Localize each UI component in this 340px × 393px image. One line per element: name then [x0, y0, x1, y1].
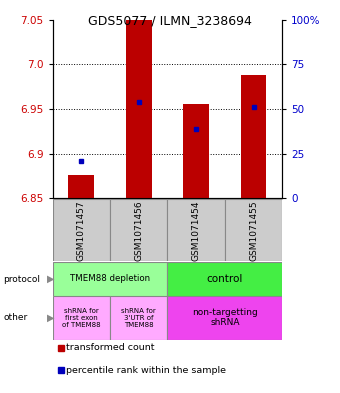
Bar: [53, 199, 110, 261]
Text: GSM1071455: GSM1071455: [249, 200, 258, 261]
Text: protocol: protocol: [3, 275, 40, 283]
Bar: [68, 175, 94, 198]
Text: non-targetting
shRNA: non-targetting shRNA: [192, 308, 258, 327]
Text: GDS5077 / ILMN_3238694: GDS5077 / ILMN_3238694: [88, 14, 252, 27]
Bar: [167, 199, 225, 261]
Bar: [53, 262, 167, 296]
Bar: [110, 199, 167, 261]
Bar: [53, 296, 110, 340]
Bar: [183, 104, 209, 198]
Text: shRNA for
3'UTR of
TMEM88: shRNA for 3'UTR of TMEM88: [121, 308, 156, 328]
Text: GSM1071456: GSM1071456: [134, 200, 143, 261]
Bar: [110, 296, 167, 340]
Text: TMEM88 depletion: TMEM88 depletion: [70, 274, 150, 283]
Text: transformed count: transformed count: [66, 343, 155, 352]
Bar: [167, 262, 282, 296]
Bar: [225, 199, 282, 261]
Text: ▶: ▶: [47, 313, 54, 323]
Text: other: other: [3, 314, 28, 322]
Text: GSM1071457: GSM1071457: [77, 200, 86, 261]
Bar: [241, 75, 267, 198]
Text: shRNA for
first exon
of TMEM88: shRNA for first exon of TMEM88: [62, 308, 101, 328]
Bar: [126, 20, 152, 198]
Text: ▶: ▶: [47, 274, 54, 284]
Text: GSM1071454: GSM1071454: [192, 200, 201, 261]
Text: percentile rank within the sample: percentile rank within the sample: [66, 366, 226, 375]
Bar: [167, 296, 282, 340]
Text: control: control: [207, 274, 243, 284]
